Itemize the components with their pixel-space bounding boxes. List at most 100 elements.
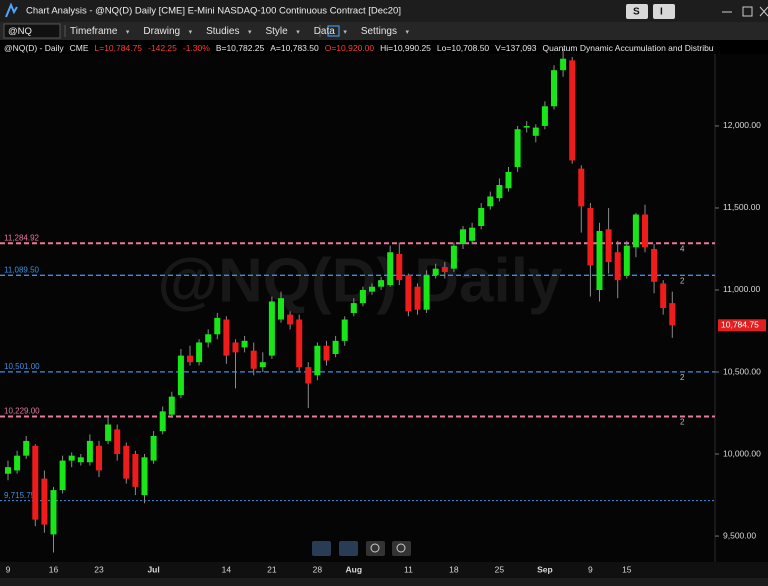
- candle-body: [532, 127, 539, 136]
- candle-body: [432, 268, 439, 276]
- level-label: 9,715.75: [4, 491, 36, 500]
- candle-body: [123, 445, 130, 479]
- s-button[interactable]: [626, 4, 648, 19]
- x-tick-label: 9: [6, 564, 11, 574]
- zoom-out-icon[interactable]: [396, 543, 406, 553]
- candle-body: [669, 303, 676, 326]
- toolbar-item[interactable]: Data: [314, 26, 347, 37]
- zoom-in-icon[interactable]: [370, 543, 380, 553]
- candle-body: [423, 275, 430, 310]
- i-button-label[interactable]: I: [660, 7, 663, 18]
- candle-body: [268, 301, 275, 356]
- symbol-text[interactable]: @NQ: [8, 26, 32, 37]
- candle-body: [660, 283, 667, 309]
- y-tick-label: 10,500.00: [723, 366, 761, 376]
- candle-body: [605, 229, 612, 263]
- candle-body: [96, 445, 102, 471]
- candle-body: [32, 445, 39, 520]
- candle-body: [623, 245, 630, 276]
- maximize-button[interactable]: [742, 6, 753, 17]
- candle-body: [232, 342, 239, 353]
- info-field: -142.25: [148, 42, 177, 53]
- candle-body: [359, 289, 366, 304]
- info-field: CME: [69, 42, 89, 53]
- level-count: 4: [680, 244, 685, 253]
- x-tick-label: 21: [267, 564, 277, 574]
- candle-body: [132, 454, 139, 487]
- info-field: Lo=10,708.50: [436, 42, 490, 53]
- toolbar-item[interactable]: Timeframe: [70, 26, 130, 37]
- candle-body: [77, 457, 84, 463]
- candle-body: [578, 168, 585, 207]
- candle-body: [259, 362, 266, 368]
- zoom-range-button[interactable]: [339, 541, 358, 556]
- toolbar-item[interactable]: Drawing: [143, 26, 191, 37]
- toolbar-item[interactable]: Studies: [206, 26, 252, 37]
- candle-body: [523, 125, 530, 128]
- candle-body: [141, 457, 148, 496]
- candle-body: [514, 129, 521, 167]
- candle-body: [278, 298, 284, 320]
- candle-body: [23, 440, 30, 456]
- level-count: 2: [680, 418, 685, 427]
- level-count: 2: [680, 276, 685, 285]
- x-tick-label: 11: [404, 564, 413, 574]
- candle-body: [441, 267, 448, 272]
- y-tick-label: 12,000.00: [723, 120, 761, 130]
- candle-body: [460, 229, 466, 245]
- app-logo: [5, 2, 18, 18]
- x-tick-label: 14: [222, 564, 232, 574]
- zoom-fit-button[interactable]: [312, 541, 331, 556]
- toolbar-menu: Timeframe Drawing Studies Style Data Settings: [70, 23, 423, 40]
- close-button[interactable]: [759, 6, 768, 17]
- zoom-out-button[interactable]: [392, 541, 411, 556]
- candle-body: [405, 275, 412, 312]
- level-label: 10,229.00: [4, 407, 40, 416]
- candle-body: [305, 367, 312, 384]
- candle-body: [105, 424, 112, 441]
- candle-body: [332, 340, 339, 354]
- candle-body: [150, 435, 157, 461]
- candle-body: [487, 196, 494, 207]
- x-tick-label: 18: [449, 564, 459, 574]
- last-price-tag: [718, 319, 766, 332]
- level-label: 10,501.00: [4, 362, 40, 371]
- info-field: A=10,783.50: [270, 42, 319, 53]
- i-button[interactable]: [653, 4, 675, 19]
- candle-body: [168, 396, 175, 415]
- y-tick-label: 9,500.00: [723, 530, 756, 540]
- scrollbar[interactable]: [0, 578, 768, 586]
- candle-body: [314, 345, 321, 376]
- x-tick-label: Aug: [346, 564, 363, 574]
- s-button-label[interactable]: S: [633, 7, 640, 18]
- plot: @NQ(D) Daily 11,284.92 4 11,089.50 2 10,501.0…: [0, 48, 715, 553]
- y-tick-label: 10,000.00: [723, 448, 761, 458]
- candle-body: [651, 248, 658, 282]
- x-tick-label: 28: [313, 564, 323, 574]
- toolbar-item[interactable]: Style: [265, 26, 300, 37]
- symbol-input[interactable]: [3, 23, 61, 39]
- candle-body: [41, 478, 48, 525]
- candle-body: [187, 355, 193, 363]
- candle-body: [68, 455, 75, 461]
- toolbar-item[interactable]: Settings: [361, 26, 409, 37]
- candle-body: [223, 319, 230, 356]
- zoom-in-button[interactable]: [366, 541, 385, 556]
- candle-body: [642, 214, 648, 248]
- candle-body: [114, 429, 121, 455]
- candle-body: [378, 280, 385, 287]
- x-tick-label: 23: [94, 564, 104, 574]
- candle-body: [86, 440, 93, 463]
- watermark: @NQ(D) Daily: [158, 246, 563, 315]
- candle-body: [569, 60, 576, 161]
- info-field: Quantum Dynamic Accumulation and Distrib…: [542, 42, 714, 53]
- level-count: 2: [680, 373, 685, 382]
- candle-body: [414, 286, 421, 310]
- info-field: V=137,093: [495, 42, 537, 53]
- candle-body: [469, 227, 476, 241]
- candle-body: [196, 342, 203, 363]
- candle-body: [450, 245, 457, 269]
- candle-body: [596, 230, 603, 290]
